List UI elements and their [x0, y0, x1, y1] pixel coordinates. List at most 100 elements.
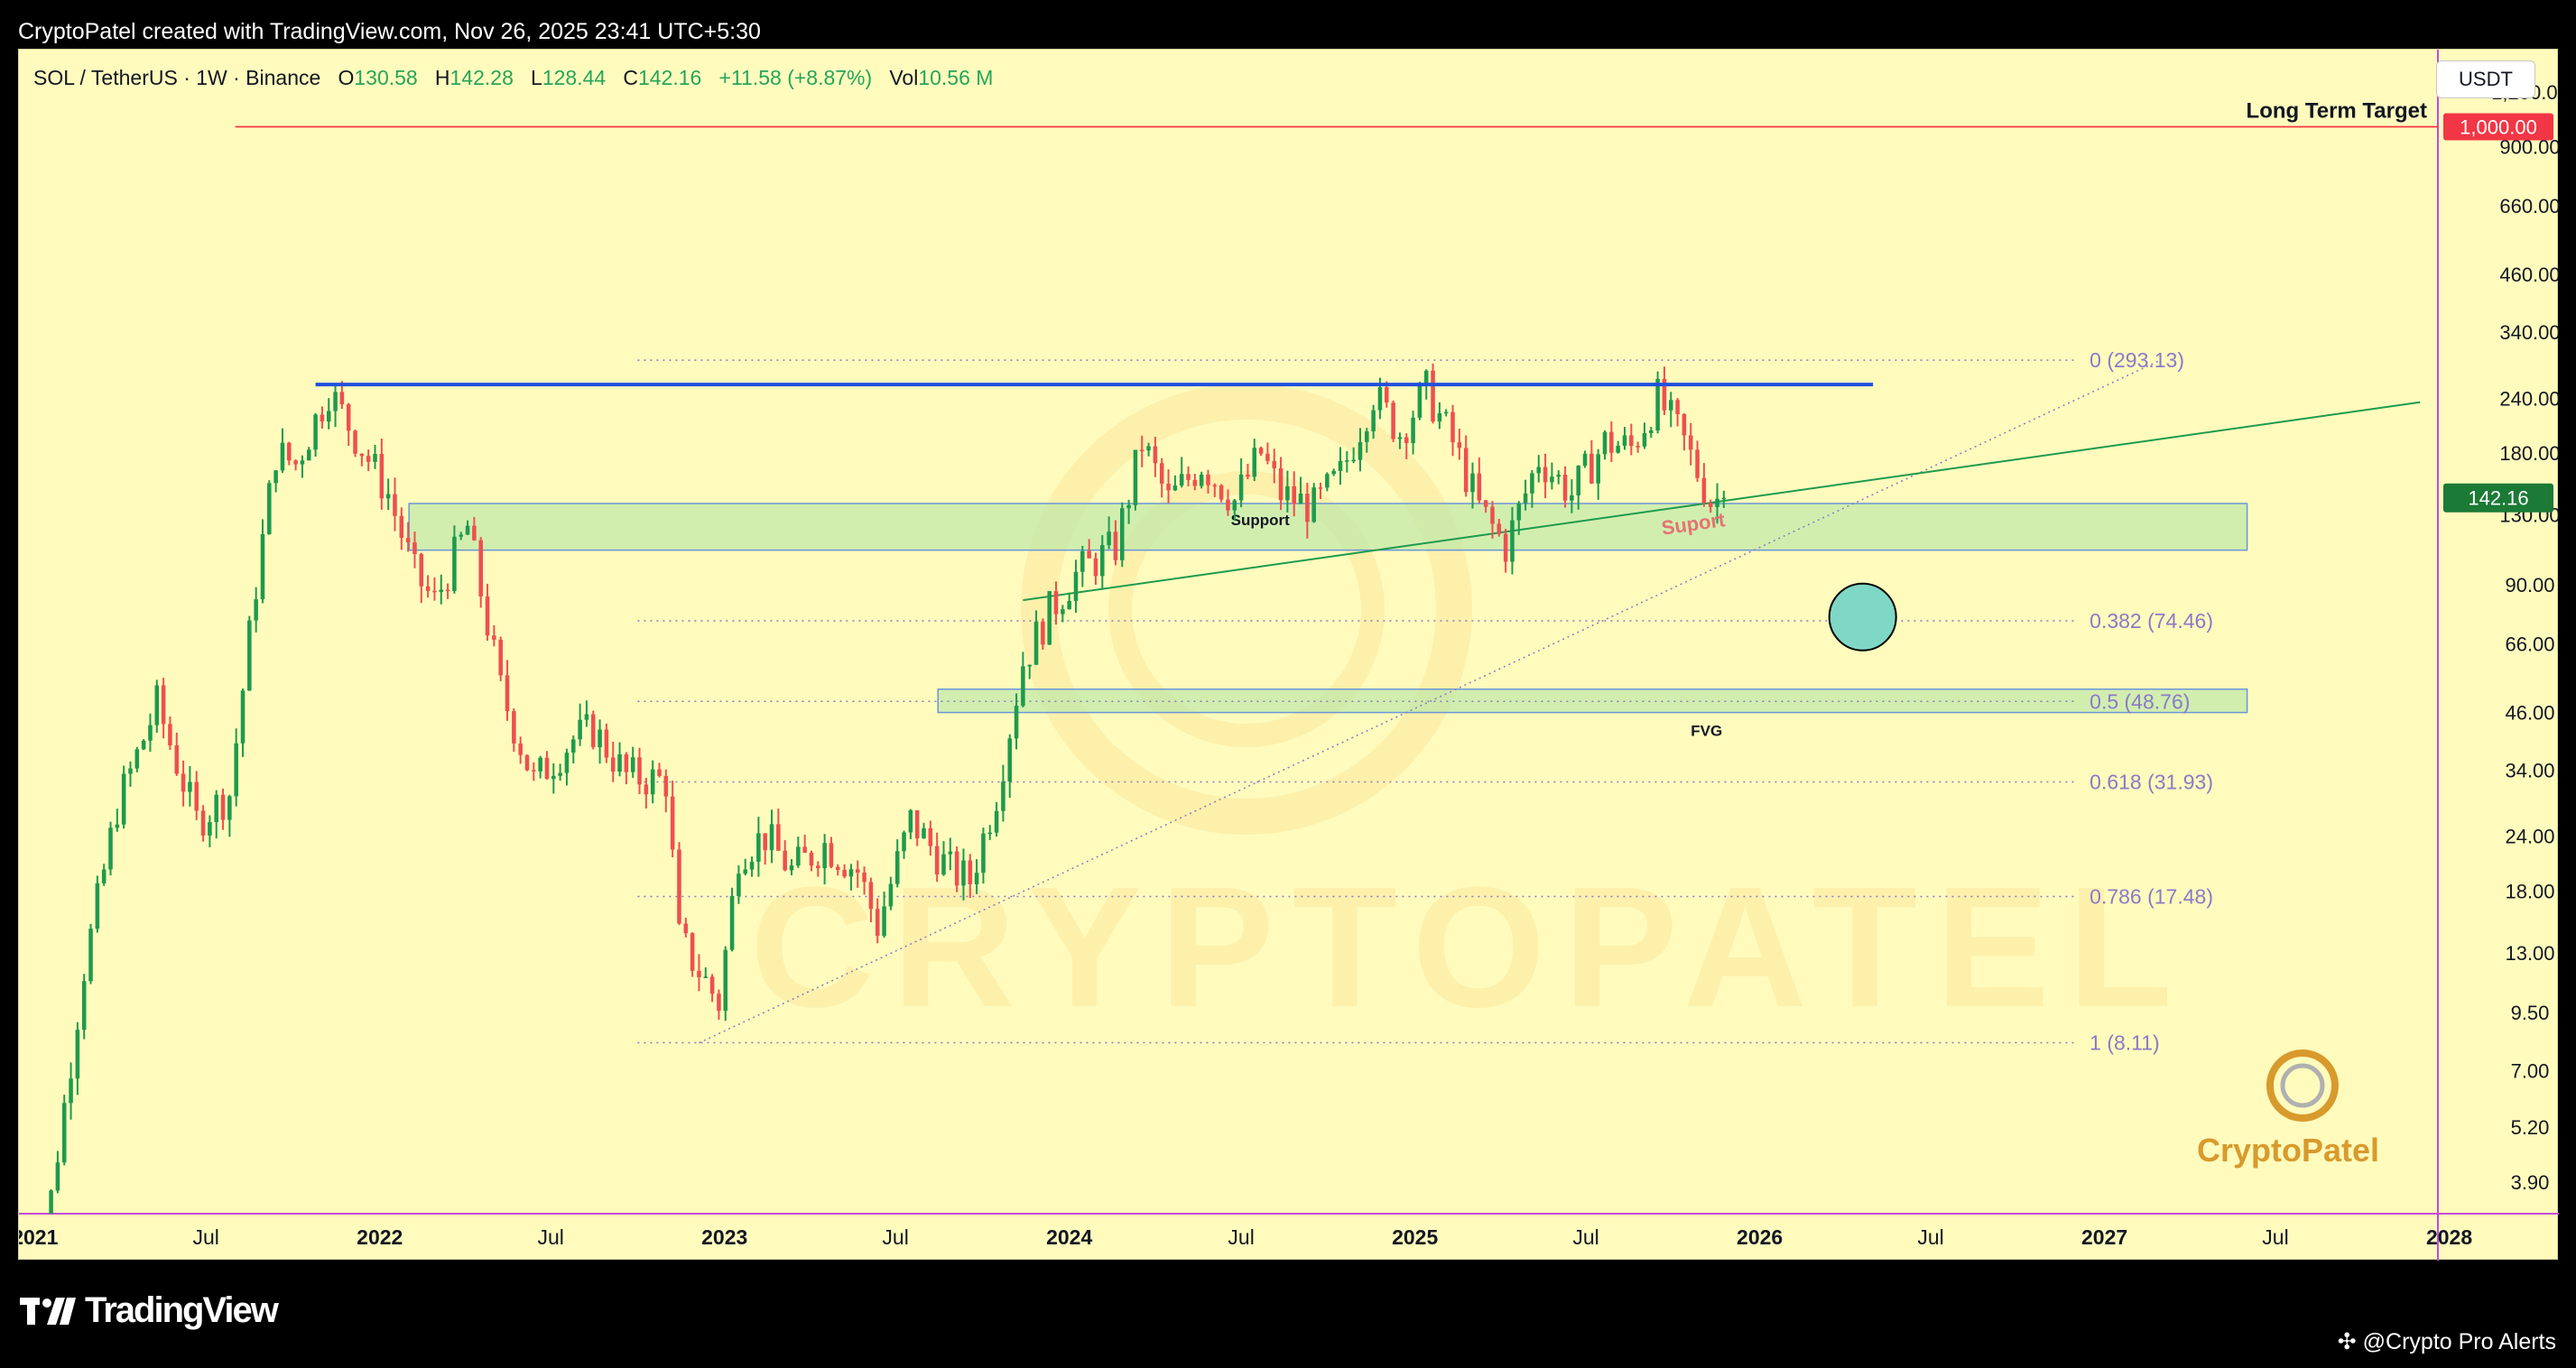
candle	[558, 763, 562, 781]
candle-body	[617, 753, 622, 772]
candle	[908, 809, 913, 840]
candle-body	[1622, 435, 1627, 446]
candle-body	[75, 1030, 80, 1079]
candle	[1668, 392, 1673, 428]
candle-body	[663, 775, 669, 797]
candle	[385, 478, 391, 511]
candle-body	[1721, 497, 1727, 500]
candle-body	[194, 781, 199, 811]
candle-body	[505, 675, 510, 712]
high-label: H	[434, 66, 450, 89]
candle-body	[379, 454, 385, 499]
time-axis-tick-label: 2022	[357, 1225, 403, 1249]
candle-body	[306, 449, 311, 461]
candle	[1133, 449, 1138, 511]
candle	[49, 1188, 53, 1214]
candle	[220, 788, 226, 830]
fib-level-label: 1 (8.11)	[2090, 1031, 2160, 1054]
candle	[677, 842, 681, 926]
candle-body	[1338, 460, 1343, 471]
time-axis-tick-label: 2023	[701, 1225, 747, 1249]
candle-body	[1543, 467, 1548, 483]
candle	[1437, 402, 1442, 430]
candle-body	[809, 852, 814, 866]
candle	[848, 864, 854, 891]
candle-body	[1093, 558, 1098, 577]
cryptopatel-logo-text: CryptoPatel	[2197, 1132, 2379, 1169]
price-axis-tick-label: 460.00	[2499, 263, 2559, 286]
change-value: +11.58 (+8.87%)	[718, 66, 873, 89]
candle-body	[1007, 738, 1013, 782]
candle-body	[1391, 402, 1395, 439]
candle	[1622, 427, 1627, 450]
candle-body	[888, 883, 894, 907]
candle	[1616, 440, 1620, 454]
candle	[888, 876, 894, 910]
candle	[1285, 470, 1290, 513]
candle	[188, 766, 192, 807]
candle	[756, 817, 761, 877]
tradingview-logo-icon	[20, 1297, 76, 1325]
candle	[590, 710, 596, 750]
time-axis-tick-label: Jul	[2262, 1225, 2288, 1249]
candle-body	[1100, 545, 1105, 577]
candle	[1417, 382, 1422, 421]
candle-body	[836, 866, 840, 871]
candle-body	[1371, 410, 1376, 431]
candle-body	[333, 392, 338, 411]
candle	[181, 760, 186, 807]
candle-body	[359, 453, 365, 457]
candle	[75, 1021, 80, 1095]
tradingview-wordmark: TradingView	[85, 1290, 279, 1330]
watermark-inner-ring	[1108, 471, 1385, 747]
candle	[1570, 479, 1574, 513]
candle	[737, 865, 741, 904]
candle-body	[776, 824, 781, 851]
candle	[1206, 469, 1210, 494]
candle-body	[1265, 453, 1270, 461]
candle-body	[1219, 485, 1224, 500]
candle	[1682, 412, 1687, 451]
candle-body	[260, 533, 265, 600]
candle-body	[1146, 446, 1151, 451]
candle-body	[1258, 448, 1264, 454]
candle	[934, 832, 940, 883]
candle	[174, 732, 180, 776]
price-chart[interactable]: CRYPTOPATEL Support FVG 0 (293.13) 0.382 (74…	[19, 50, 2559, 1261]
candle	[1562, 466, 1568, 508]
candle-body	[234, 743, 238, 797]
candle-body	[683, 923, 689, 934]
candle-body	[1305, 494, 1310, 522]
candle	[894, 839, 900, 888]
price-axis-tick-label: 24.00	[2505, 826, 2554, 848]
candle	[1463, 435, 1469, 497]
candle	[875, 898, 880, 944]
candle-body	[590, 714, 596, 747]
fib-level-label: 0.5 (48.76)	[2090, 689, 2190, 713]
candle	[538, 755, 542, 779]
candle-body	[208, 821, 212, 836]
candle-body	[1298, 494, 1303, 504]
candle-body	[1053, 591, 1059, 615]
candle	[763, 833, 767, 865]
candle	[1219, 484, 1224, 503]
candle	[961, 848, 966, 901]
candle	[796, 837, 801, 868]
candles	[49, 363, 1727, 1214]
candle-body	[399, 515, 404, 539]
candle	[1087, 539, 1091, 559]
candle-body	[300, 460, 305, 465]
current-price-tag-label: 142.16	[2468, 487, 2528, 510]
currency-unit-button[interactable]: USDT	[2436, 60, 2535, 98]
candle	[1186, 466, 1191, 486]
time-axis: 2021 Jul 2022 Jul 2023 Jul 2024 Jul 2025 Jul 2026 J…	[19, 1225, 2472, 1249]
symbol-name[interactable]: SOL / TetherUS · 1W · Binance	[33, 66, 321, 89]
candle	[1457, 429, 1462, 460]
candle-body	[320, 414, 325, 422]
candle	[1496, 518, 1502, 537]
candle	[326, 398, 331, 430]
candle	[1655, 371, 1660, 434]
candle-body	[280, 442, 285, 471]
candle-body	[1510, 520, 1515, 562]
candle	[1146, 442, 1151, 457]
